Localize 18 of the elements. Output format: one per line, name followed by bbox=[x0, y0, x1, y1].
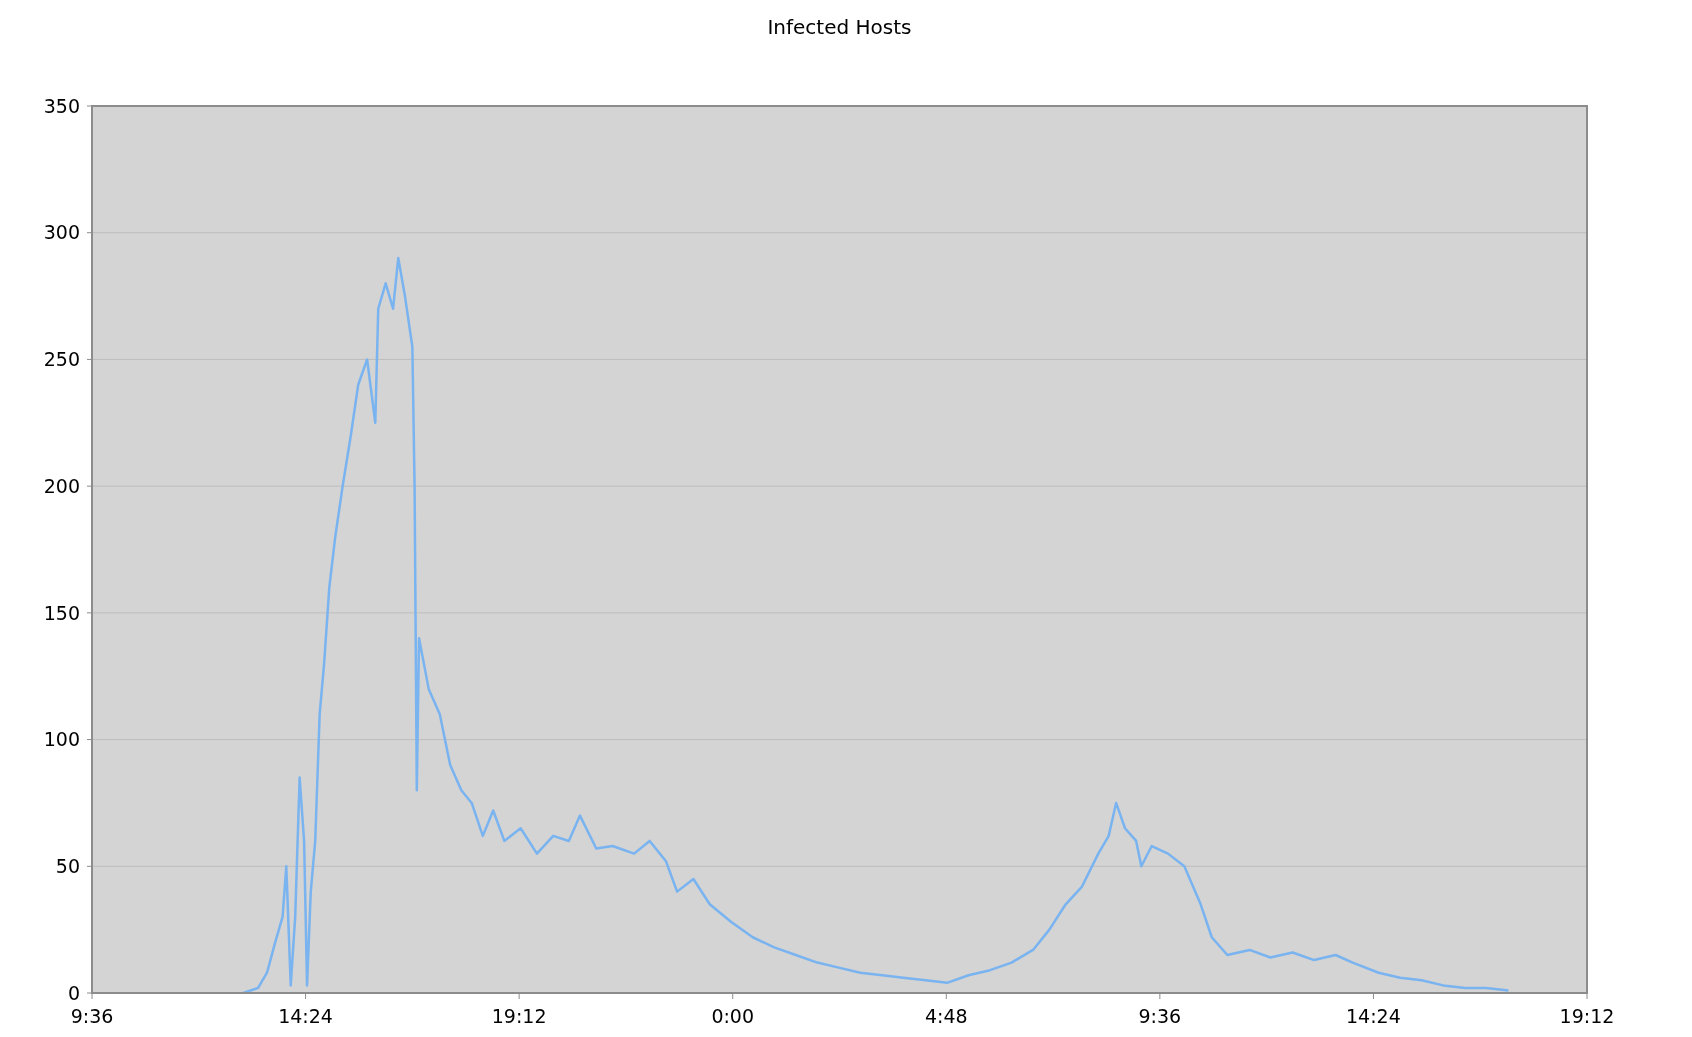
y-tick-label: 250 bbox=[43, 348, 80, 371]
y-tick-label: 350 bbox=[43, 94, 80, 117]
x-tick-label: 19:12 bbox=[1559, 1005, 1615, 1027]
y-tick-label: 100 bbox=[43, 728, 80, 751]
y-tick-label: 0 bbox=[67, 981, 80, 1004]
chart-title: Infected Hosts bbox=[767, 15, 912, 39]
x-tick-label: 19:12 bbox=[491, 1005, 547, 1027]
y-tick-label: 150 bbox=[43, 601, 80, 624]
y-tick-label: 200 bbox=[43, 474, 80, 497]
x-tick-label: 9:36 bbox=[70, 1005, 114, 1027]
x-tick-label: 14:24 bbox=[1346, 1005, 1401, 1027]
x-tick-label: 0:00 bbox=[711, 1005, 755, 1027]
x-tick-label: 9:36 bbox=[1138, 1005, 1182, 1027]
y-tick-label: 300 bbox=[43, 221, 80, 244]
y-tick-label: 50 bbox=[55, 854, 80, 877]
line-series bbox=[242, 256, 1510, 995]
x-tick-label: 4:48 bbox=[924, 1005, 968, 1027]
x-tick-label: 14:24 bbox=[278, 1005, 333, 1027]
